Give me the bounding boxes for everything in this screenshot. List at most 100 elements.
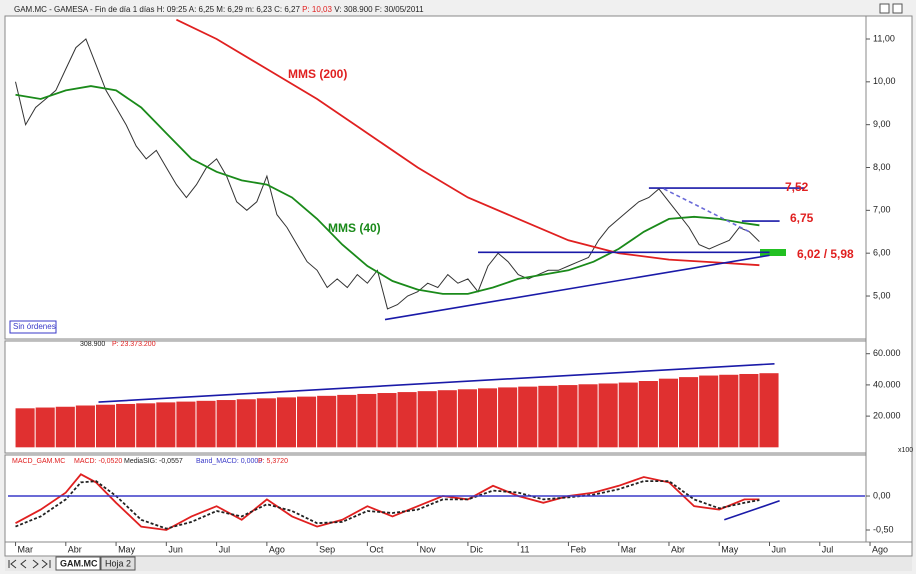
- x-tick-label: Mar: [621, 544, 637, 554]
- x-tick-label: Ago: [269, 544, 285, 554]
- tab-bar: GAM.MC Hoja 2: [5, 556, 912, 571]
- tab-label[interactable]: GAM.MC: [60, 558, 98, 568]
- series-line: [15, 38, 760, 310]
- volume-bar: [578, 384, 598, 448]
- volume-text: P: 23.373.200: [112, 341, 156, 348]
- x-tick-label: May: [118, 544, 136, 554]
- tab[interactable]: [100, 556, 136, 571]
- y-tick-label: 8,00: [873, 162, 891, 172]
- volume-bar: [216, 400, 236, 448]
- x-tick-label: Nov: [420, 544, 437, 554]
- volume-bar: [317, 395, 337, 448]
- volume-bar: [156, 402, 176, 448]
- macd-text: MACD_GAM.MC: [12, 458, 65, 465]
- volume-bar: [15, 408, 35, 448]
- x-tick-label: Jun: [168, 544, 183, 554]
- volume-bar: [236, 399, 256, 448]
- volume-bar: [739, 373, 759, 448]
- y-tick-label: 7,00: [873, 205, 891, 215]
- volume-text: 308.900: [80, 341, 105, 348]
- volume-bar: [437, 390, 457, 448]
- y-tick-label: 5,00: [873, 290, 891, 300]
- series-line: [15, 480, 760, 530]
- x-tick-label: Ago: [872, 544, 888, 554]
- volume-bar: [719, 374, 739, 448]
- level-label: 6,75: [790, 211, 814, 225]
- volume-bar: [337, 394, 357, 448]
- level-label: 6,02 / 5,98: [797, 247, 854, 261]
- macd-text: MediaSIG: -0,0557: [124, 458, 183, 465]
- macd-text: P: 5,3720: [258, 458, 288, 465]
- minimize-button[interactable]: [879, 3, 890, 14]
- volume-bar: [75, 405, 95, 448]
- volume-bar: [759, 373, 779, 448]
- volume-bar: [477, 388, 498, 448]
- trend-line: [98, 363, 775, 403]
- header-p: P: 10,03: [302, 5, 332, 14]
- volume-bar: [518, 386, 538, 448]
- x-tick-label: 11: [520, 544, 529, 554]
- y-tick-label: 40.000: [873, 379, 901, 389]
- tab-label[interactable]: Hoja 2: [105, 558, 131, 568]
- time-axis: [4, 541, 913, 557]
- tab-active[interactable]: [55, 556, 101, 571]
- series-line: [15, 85, 760, 295]
- volume-bar: [417, 391, 437, 448]
- series-label: MMS (40): [328, 221, 381, 235]
- right-axis: [865, 15, 913, 543]
- trend-line: [724, 500, 780, 521]
- close-button[interactable]: [892, 3, 903, 14]
- series-line: [176, 18, 760, 267]
- volume-bar: [618, 382, 638, 448]
- x-tick-label: Feb: [570, 544, 586, 554]
- support-zone: [760, 249, 786, 256]
- status-box[interactable]: [9, 320, 57, 334]
- trend-line: [663, 188, 750, 233]
- header-info-text: GAM.MC - GAMESA - Fin de día 1 días H: 0…: [14, 5, 300, 14]
- status-text: Sin órdenes: [13, 322, 56, 331]
- volume-bar: [638, 381, 658, 448]
- volume-bar: [457, 389, 477, 448]
- y-tick-label: 9,00: [873, 119, 891, 129]
- y-tick-label: 6,00: [873, 248, 891, 258]
- volume-bar: [397, 392, 417, 448]
- x-tick-label: May: [721, 544, 739, 554]
- volume-bar: [35, 407, 55, 448]
- macd-text: MACD: -0,0520: [74, 458, 122, 465]
- y-tick-label: 10,00: [873, 76, 896, 86]
- header-rest: V: 308.900 F: 30/05/2011: [334, 5, 424, 14]
- tab-nav-arrows[interactable]: [8, 559, 51, 569]
- series-label: MMS (200): [288, 67, 347, 81]
- y-tick-label: 60.000: [873, 348, 901, 358]
- volume-bar: [276, 397, 297, 448]
- level-label: 7,52: [785, 180, 809, 194]
- volume-bar: [136, 403, 156, 448]
- volume-bar: [377, 393, 397, 448]
- x-tick-label: Oct: [369, 544, 384, 554]
- tab-bar-bg: [5, 557, 912, 571]
- x-tick-label: Dic: [470, 544, 483, 554]
- macd-text: Band_MACD: 0,0000: [196, 458, 262, 465]
- volume-bar: [95, 404, 116, 448]
- x-tick-label: Jul: [219, 544, 231, 554]
- volume-bar: [55, 406, 75, 448]
- y-tick-label: 20.000: [873, 410, 901, 420]
- x-tick-label: Mar: [18, 544, 34, 554]
- header-info: GAM.MC - GAMESA - Fin de día 1 días H: 0…: [14, 5, 424, 14]
- volume-bar: [297, 396, 317, 448]
- volume-bar: [658, 378, 679, 448]
- volume-bar: [498, 387, 518, 448]
- x-tick-label: Abr: [671, 544, 685, 554]
- y-tick-label: 0,00: [873, 490, 891, 500]
- volume-bar: [116, 403, 136, 448]
- y-tick-label: 11,00: [873, 33, 895, 43]
- x-tick-label: Jun: [771, 544, 786, 554]
- volume-bar: [196, 400, 216, 448]
- x-tick-label: Abr: [68, 544, 82, 554]
- trend-line: [384, 254, 770, 321]
- x-tick-label: Sep: [319, 544, 335, 554]
- volume-bar: [679, 377, 699, 448]
- volume-bar: [699, 375, 719, 448]
- volume-bar: [598, 383, 618, 448]
